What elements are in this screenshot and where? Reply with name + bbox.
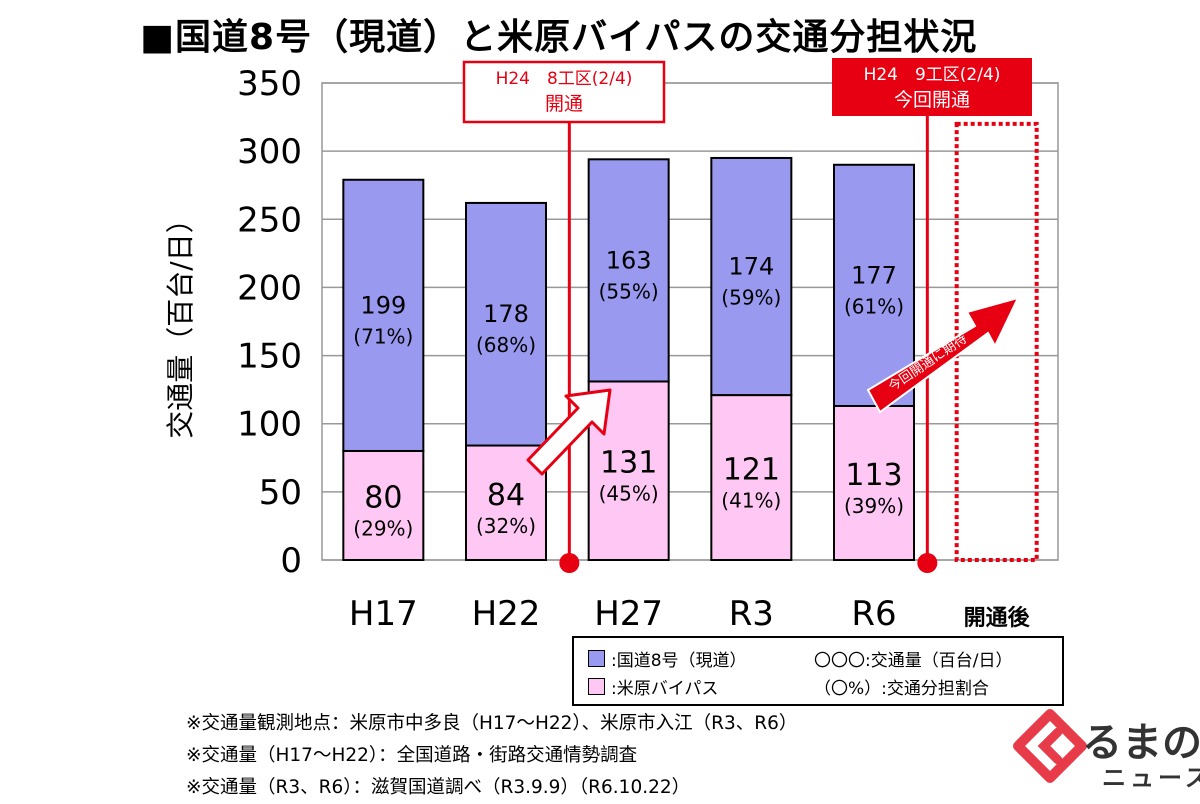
footnote-3: ※交通量（R3、R6）：滋賀国道調べ（R3.9.9）（R6.10.22）	[186, 777, 691, 798]
legend-swatch-bypass	[588, 678, 605, 695]
x-tick-label: H17	[349, 594, 418, 634]
data-label-route8: 178	[483, 300, 529, 328]
legend: :国道8号（現道） :米原バイパス 〇〇〇:交通量（百台/日） （〇%）:交通分…	[572, 636, 1064, 706]
bar-bypass	[342, 449, 425, 562]
opening-marker-8ku	[559, 553, 580, 573]
footnote-2: ※交通量（H17〜H22）：全国道路・街路交通情勢調査	[186, 745, 638, 766]
data-label-route8: 199	[360, 291, 406, 319]
legend-note-share: （〇%）:交通分担割合	[814, 679, 989, 699]
share-label-bypass: (29%)	[353, 516, 413, 540]
share-label-route8: (61%)	[844, 294, 904, 318]
share-label-route8: (55%)	[599, 279, 659, 303]
logo-subtext: ニュース	[1102, 764, 1200, 792]
data-label-bypass: 121	[723, 453, 780, 488]
footnote-1: ※交通量観測地点：米原市中多良（H17〜H22）、米原市入江（R3、R6）	[186, 713, 798, 734]
share-label-bypass: (32%)	[476, 514, 536, 538]
plot-border	[321, 82, 1059, 561]
bars-layer: 80(29%) 199 (71%) 84(32%) 178 (68%) 131(45%) 16…	[342, 121, 1039, 562]
bar-route8	[710, 156, 793, 397]
y-axis-label: 交通量（百台/日）	[164, 205, 197, 438]
bar-bypass	[833, 404, 915, 561]
legend-item-bypass: :米原バイパス	[574, 674, 718, 699]
callout-9ku-line2: 今回開通	[894, 89, 970, 111]
bar-bypass	[710, 394, 793, 562]
logo-mark-icon	[1013, 709, 1087, 783]
share-label-route8: (59%)	[721, 286, 781, 310]
x-tick-label: R3	[729, 594, 774, 634]
bar-route8	[587, 158, 670, 383]
opening-marker-9ku	[917, 553, 938, 573]
bar-route8	[342, 178, 425, 452]
callout-8ku-box	[462, 60, 666, 124]
y-tick-label: 100	[237, 405, 302, 445]
logo-text: るまの	[1082, 720, 1200, 766]
callout-8ku-line2: 開通	[545, 93, 583, 115]
trend-arrow-icon	[526, 388, 612, 476]
data-label-route8: 177	[851, 261, 897, 289]
x-tick-label: H27	[594, 594, 663, 634]
chart-title: ■国道8号（現道）と米原バイパスの交通分担状況	[140, 17, 978, 58]
data-label-bypass: 80	[364, 480, 402, 515]
legend-label-route8: :国道8号（現道）	[611, 651, 747, 671]
footnotes: ※交通量観測地点：米原市中多良（H17〜H22）、米原市入江（R3、R6） ※交…	[186, 708, 797, 804]
bar-route8	[465, 201, 547, 447]
x-tick-label: 開通後	[964, 605, 1031, 631]
kurumanonews-logo: るまの ニュース	[1010, 708, 1200, 798]
x-tick-label: H22	[472, 594, 541, 634]
data-label-bypass: 84	[487, 478, 525, 513]
data-label-bypass: 131	[600, 446, 657, 481]
callout-8ku-line1: H24 8工区(2/4)	[496, 69, 633, 89]
grid-layer	[321, 82, 1059, 561]
legend-note-volume: 〇〇〇:交通量（百台/日）	[814, 651, 1013, 671]
y-tick-label: 200	[237, 268, 302, 308]
share-label-bypass: (39%)	[844, 494, 904, 518]
legend-item-route8: :国道8号（現道）	[574, 646, 747, 671]
y-tick-label: 350	[237, 64, 302, 104]
y-tick-label: 300	[237, 132, 302, 172]
share-label-bypass: (41%)	[721, 489, 781, 513]
share-label-bypass: (45%)	[599, 482, 659, 506]
expectation-arrow-icon	[866, 296, 1020, 414]
share-label-route8: (71%)	[353, 324, 413, 348]
data-label-bypass: 113	[845, 458, 902, 493]
data-label-route8: 163	[606, 246, 652, 274]
callout-9ku-line1: H24 9工区(2/4)	[864, 65, 1001, 85]
axis-layer: 0 50 100 150 200 250 300 350 交通量（百台/日） H17 H22 H27 R…	[164, 64, 1031, 634]
y-tick-label: 250	[237, 200, 302, 240]
y-tick-label: 150	[237, 337, 302, 377]
data-label-route8: 174	[728, 253, 774, 281]
y-tick-label: 50	[259, 473, 302, 513]
legend-swatch-route8	[588, 650, 605, 667]
legend-label-bypass: :米原バイパス	[611, 679, 719, 699]
x-tick-label: R6	[851, 594, 896, 634]
bar-route8	[833, 163, 915, 407]
y-tick-label: 0	[280, 541, 302, 581]
share-label-route8: (68%)	[476, 333, 536, 357]
callout-9ku-box	[832, 58, 1032, 116]
